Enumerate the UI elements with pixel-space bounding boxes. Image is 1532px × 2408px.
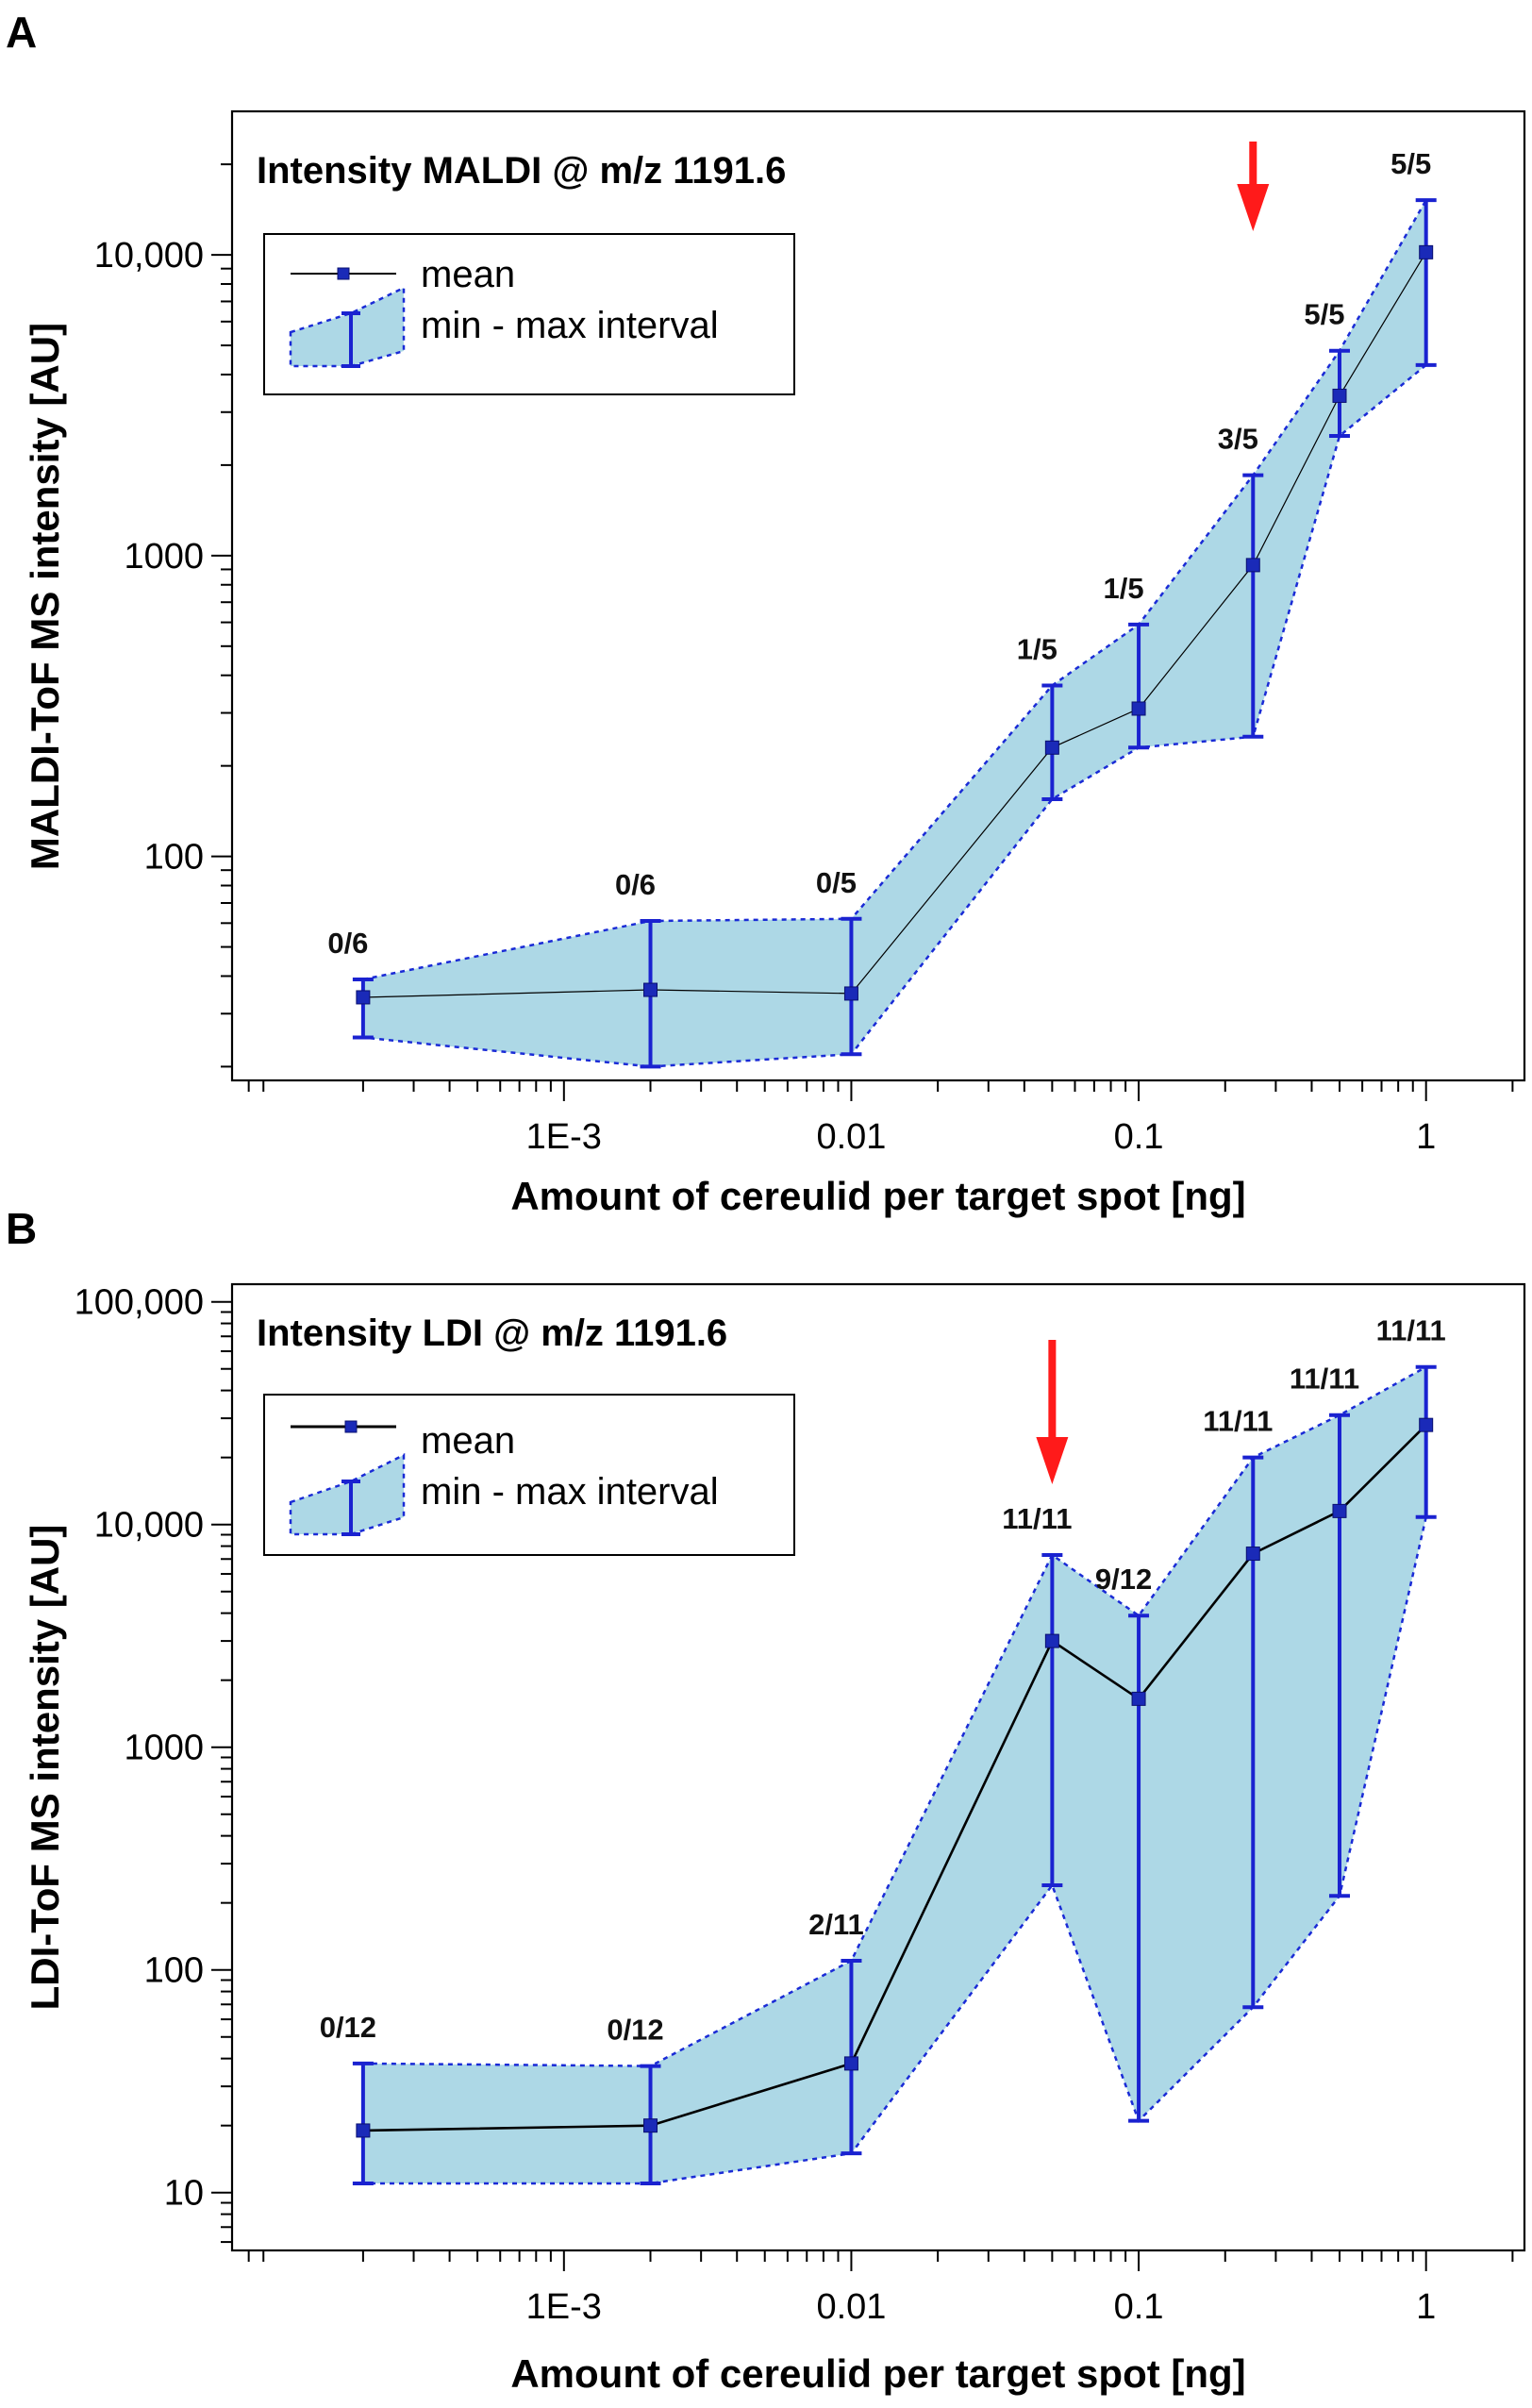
panel-a-x-tick-label: 0.1 bbox=[1114, 1117, 1164, 1157]
panel-a-count-label: 0/5 bbox=[816, 866, 857, 899]
panel-a-legend-mean-marker bbox=[337, 267, 350, 280]
panel-a-arrow-head bbox=[1237, 184, 1270, 231]
panel-b-legend-band-swatch bbox=[291, 1455, 404, 1534]
panel-a-count-label: 3/5 bbox=[1218, 423, 1258, 456]
panel-b-count-label: 11/11 bbox=[1002, 1502, 1072, 1535]
panel-b-x-axis-title: Amount of cereulid per target spot [ng] bbox=[510, 2351, 1245, 2396]
panel-a-count-label: 0/6 bbox=[327, 927, 368, 960]
panel-a-legend: mean min - max interval bbox=[263, 233, 795, 395]
panel-a-mean-marker bbox=[1131, 701, 1146, 716]
panel-b-y-tick-label: 10,000 bbox=[94, 1506, 204, 1546]
panel-a-x-tick-label: 1 bbox=[1416, 1117, 1436, 1157]
panel-b-legend-mean-marker bbox=[344, 1420, 358, 1433]
panel-a-mean-marker bbox=[356, 990, 371, 1005]
panel-b-mean-marker bbox=[1245, 1547, 1260, 1562]
panel-b-band-min-edge bbox=[362, 1516, 1427, 2185]
panel-a-mean-marker bbox=[843, 986, 858, 1001]
panel-b-y-tick-label: 100,000 bbox=[75, 1283, 204, 1323]
panel-b-mean-marker bbox=[1131, 1691, 1146, 1706]
panel-b-axis-ticks: 1E-3 0.01 0.1 1 10 100 1000 10,000 100,000 bbox=[75, 1283, 1514, 2327]
panel-b-count-label: 0/12 bbox=[607, 2014, 663, 2047]
panel-b-interval-band bbox=[362, 1365, 1427, 2185]
panel-b-x-tick-label: 0.1 bbox=[1114, 2287, 1164, 2327]
panel-b-legend: mean min - max interval bbox=[263, 1394, 795, 1556]
panel-a-count-label: 5/5 bbox=[1390, 147, 1431, 180]
panel-a-legend-band-swatch bbox=[291, 288, 404, 366]
panel-a-count-label: 1/5 bbox=[1017, 632, 1057, 665]
panel-b-count-label: 11/11 bbox=[1376, 1314, 1446, 1347]
panel-a-mean-marker bbox=[1332, 388, 1347, 403]
panel-a-mean-marker bbox=[1245, 558, 1260, 573]
panel-b: B 0/12 0/12 2/11 11/11 9/12 11/11 11/11 11/11 1… bbox=[6, 1204, 1526, 2396]
panel-b-y-tick-label: 10 bbox=[164, 2174, 204, 2214]
panel-b-mean-series: 0/12 0/12 2/11 11/11 9/12 11/11 11/11 11/11 bbox=[320, 1314, 1446, 2185]
panel-b-count-label: 0/12 bbox=[320, 2011, 376, 2044]
panel-b-count-label: 11/11 bbox=[1290, 1363, 1359, 1396]
panel-b-band-max-edge bbox=[362, 1365, 1427, 2067]
panel-b-mean-marker bbox=[643, 2118, 658, 2133]
panel-a-plot-frame bbox=[230, 109, 1526, 1082]
panel-b-mean-line bbox=[362, 1424, 1427, 2132]
panel-b-count-label: 2/11 bbox=[808, 1908, 864, 1941]
panel-b-y-tick-label: 100 bbox=[144, 1951, 204, 1991]
panel-a-y-axis-title: MALDI-ToF MS intensity [AU] bbox=[23, 323, 67, 870]
panel-b-x-tick-label: 0.01 bbox=[816, 2287, 886, 2327]
panel-a-y-tick-label: 100 bbox=[144, 838, 204, 878]
panel-a-y-tick-label: 1000 bbox=[124, 537, 204, 577]
panel-b-mean-marker bbox=[1419, 1417, 1434, 1432]
panel-b-x-tick-label: 1E-3 bbox=[526, 2287, 602, 2327]
panel-b-x-tick-label: 1 bbox=[1416, 2287, 1436, 2327]
panel-b-y-axis-title: LDI-ToF MS intensity [AU] bbox=[23, 1525, 67, 2011]
panel-a-axis-ticks: 1E-3 0.01 0.1 1 100 1000 10,000 bbox=[94, 163, 1514, 1157]
panel-a-count-label: 5/5 bbox=[1304, 298, 1344, 331]
panel-b-legend-mean-label: mean bbox=[421, 1420, 515, 1462]
panel-a-band-min-edge bbox=[362, 363, 1427, 1068]
panel-a-legend-interval-label: min - max interval bbox=[421, 305, 719, 346]
panel-a-x-tick-label: 0.01 bbox=[816, 1117, 886, 1157]
panel-b-mean-marker bbox=[1044, 1633, 1059, 1648]
panel-a: A 0/60/6 0/51/51/53/55/55/5 1E-3 0.01 0.1 11… bbox=[6, 8, 1526, 1218]
panel-a-mean-marker bbox=[1044, 740, 1059, 755]
panel-a-x-tick-label: 1E-3 bbox=[526, 1117, 602, 1157]
panel-b-title: Intensity LDI @ m/z 1191.6 bbox=[257, 1313, 727, 1354]
panel-a-y-tick-label: 10,000 bbox=[94, 236, 204, 276]
panel-a-title: Intensity MALDI @ m/z 1191.6 bbox=[257, 150, 786, 192]
panel-a-count-label: 0/6 bbox=[615, 868, 656, 901]
panel-b-label: B bbox=[6, 1204, 37, 1253]
panel-b-plot-frame bbox=[230, 1282, 1526, 2252]
panel-b-y-tick-label: 1000 bbox=[124, 1729, 204, 1768]
panel-a-mean-line bbox=[362, 251, 1427, 998]
panel-b-legend-interval-label: min - max interval bbox=[421, 1471, 719, 1513]
panel-a-red-arrow bbox=[1237, 142, 1270, 231]
panel-b-count-label: 9/12 bbox=[1095, 1563, 1152, 1596]
panel-a-mean-series: 0/6 0/6 0/5 1/5 1/5 3/5 5/5 5/5 bbox=[327, 147, 1437, 1069]
panel-a-mean-marker bbox=[643, 982, 658, 997]
panel-b-count-label: 11/11 bbox=[1203, 1405, 1273, 1438]
panel-b-mean-marker bbox=[843, 2056, 858, 2071]
panel-a-count-label: 1/5 bbox=[1104, 572, 1144, 605]
panel-a-interval-band bbox=[362, 199, 1427, 1068]
panel-b-mean-marker bbox=[1332, 1503, 1347, 1518]
panel-a-x-axis-title: Amount of cereulid per target spot [ng] bbox=[510, 1174, 1245, 1218]
panel-a-label: A bbox=[6, 8, 37, 57]
panel-b-band-fill bbox=[362, 1366, 1426, 2183]
panel-b-red-arrow bbox=[1036, 1340, 1069, 1484]
panel-a-band-fill bbox=[362, 200, 1426, 1067]
panel-b-mean-marker bbox=[356, 2123, 371, 2138]
panel-a-mean-marker bbox=[1419, 244, 1434, 259]
panel-b-arrow-head bbox=[1036, 1437, 1069, 1484]
panel-a-legend-mean-label: mean bbox=[421, 254, 515, 295]
